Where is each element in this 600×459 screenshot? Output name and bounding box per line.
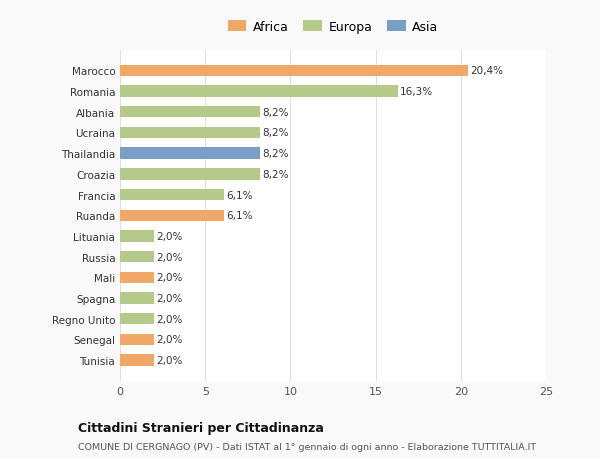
Bar: [120, 210, 224, 221]
Text: Cittadini Stranieri per Cittadinanza: Cittadini Stranieri per Cittadinanza: [78, 421, 324, 434]
Bar: [120, 272, 154, 283]
Text: 20,4%: 20,4%: [470, 66, 503, 76]
Bar: [120, 231, 154, 242]
Text: 8,2%: 8,2%: [262, 128, 289, 138]
Text: 6,1%: 6,1%: [227, 211, 253, 221]
Bar: [120, 313, 154, 325]
Bar: [120, 86, 398, 97]
Text: 2,0%: 2,0%: [157, 314, 183, 324]
Bar: [120, 252, 154, 263]
Bar: [120, 107, 260, 118]
Bar: [120, 128, 260, 139]
Text: 2,0%: 2,0%: [157, 355, 183, 365]
Legend: Africa, Europa, Asia: Africa, Europa, Asia: [224, 17, 442, 38]
Text: 16,3%: 16,3%: [400, 87, 433, 97]
Bar: [120, 355, 154, 366]
Text: 2,0%: 2,0%: [157, 335, 183, 345]
Bar: [120, 293, 154, 304]
Text: 8,2%: 8,2%: [262, 149, 289, 159]
Text: 6,1%: 6,1%: [227, 190, 253, 200]
Bar: [120, 190, 224, 201]
Bar: [120, 334, 154, 345]
Bar: [120, 148, 260, 159]
Bar: [120, 66, 467, 77]
Text: 8,2%: 8,2%: [262, 107, 289, 118]
Text: 2,0%: 2,0%: [157, 273, 183, 283]
Text: 2,0%: 2,0%: [157, 231, 183, 241]
Text: 8,2%: 8,2%: [262, 169, 289, 179]
Text: 2,0%: 2,0%: [157, 293, 183, 303]
Bar: [120, 169, 260, 180]
Text: 2,0%: 2,0%: [157, 252, 183, 262]
Text: COMUNE DI CERGNAGO (PV) - Dati ISTAT al 1° gennaio di ogni anno - Elaborazione T: COMUNE DI CERGNAGO (PV) - Dati ISTAT al …: [78, 442, 536, 451]
